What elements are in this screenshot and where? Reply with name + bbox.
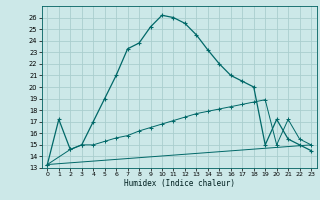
X-axis label: Humidex (Indice chaleur): Humidex (Indice chaleur) — [124, 179, 235, 188]
